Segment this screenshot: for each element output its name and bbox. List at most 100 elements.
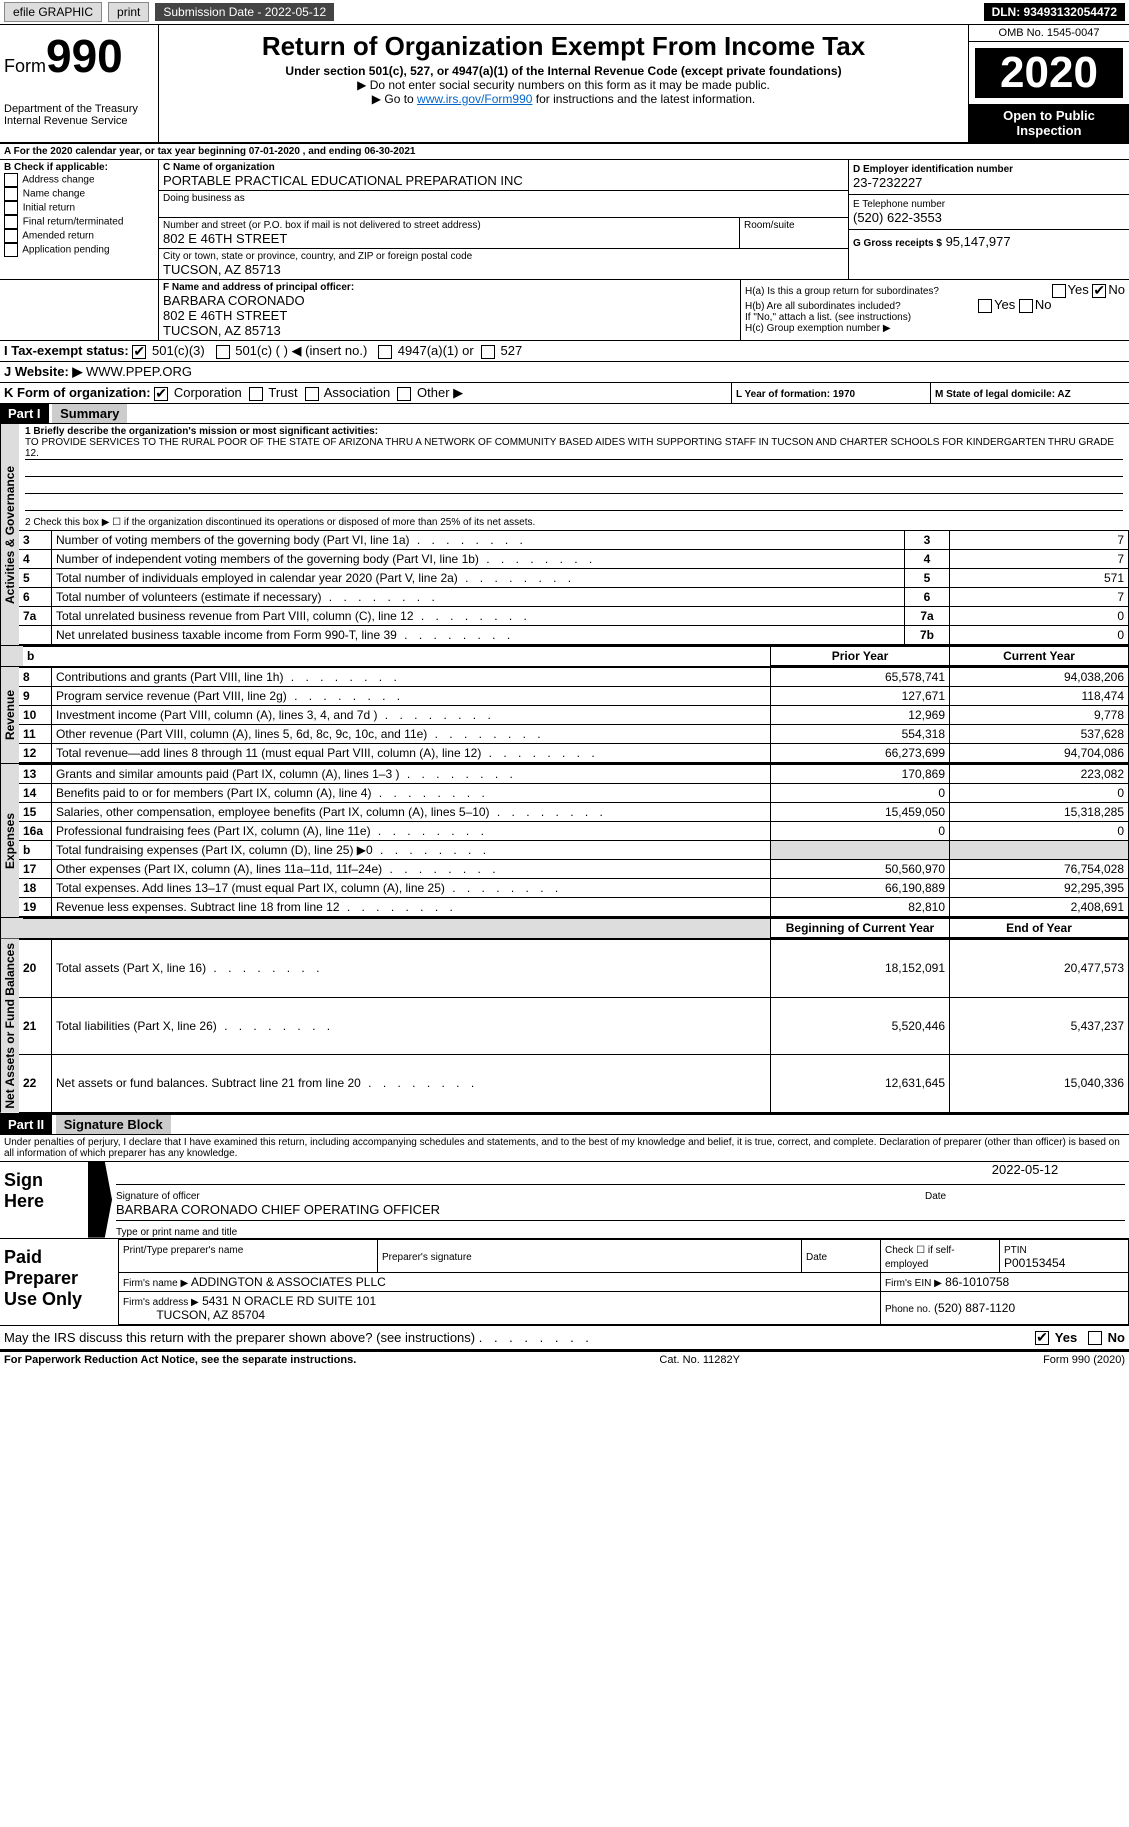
box-k-label: K Form of organization: — [4, 385, 151, 400]
k-corp-checkbox[interactable] — [154, 387, 168, 401]
k-assoc-checkbox[interactable] — [305, 387, 319, 401]
open-to-public: Open to Public Inspection — [969, 104, 1129, 142]
mission-text: TO PROVIDE SERVICES TO THE RURAL POOR OF… — [25, 437, 1123, 460]
website-value: WWW.PPEP.ORG — [86, 364, 192, 379]
omb-number: OMB No. 1545-0047 — [969, 25, 1129, 42]
sig-officer-label: Signature of officer — [116, 1191, 200, 1202]
dln-label: DLN: 93493132054472 — [984, 3, 1125, 21]
ein-value: 23-7232227 — [853, 175, 1125, 190]
top-bar: efile GRAPHIC print Submission Date - 20… — [0, 0, 1129, 25]
box-c-name-label: C Name of organization — [163, 162, 844, 173]
gross-receipts: 95,147,977 — [946, 234, 1011, 249]
ha-no-checkbox[interactable] — [1092, 284, 1106, 298]
h-c-label: H(c) Group exemption number ▶ — [745, 323, 1125, 334]
firm-phone: (520) 887-1120 — [934, 1301, 1015, 1315]
entity-block: B Check if applicable: Address change Na… — [0, 160, 1129, 280]
boxb-option: Application pending — [22, 245, 109, 256]
self-employed-label: Check ☐ if self-employed — [885, 1245, 955, 1270]
boxb-checkbox[interactable] — [4, 215, 18, 229]
note2-post: for instructions and the latest informat… — [532, 92, 755, 106]
box-d-label: D Employer identification number — [853, 164, 1125, 175]
part2-title: Signature Block — [56, 1115, 171, 1134]
vlabel-revenue: Revenue — [0, 667, 19, 763]
officer-print-name: BARBARA CORONADO CHIEF OPERATING OFFICER — [116, 1202, 1125, 1218]
line2-text: 2 Check this box ▶ ☐ if the organization… — [19, 515, 1129, 530]
col-prior: Prior Year — [771, 647, 950, 666]
boxb-checkbox[interactable] — [4, 229, 18, 243]
part1-title: Summary — [52, 404, 127, 423]
form-number: 990 — [46, 30, 123, 82]
i-527-checkbox[interactable] — [481, 345, 495, 359]
h-b-label: H(b) Are all subordinates included? — [745, 301, 901, 312]
org-city: TUCSON, AZ 85713 — [163, 262, 844, 277]
vlabel-governance: Activities & Governance — [0, 424, 19, 645]
box-l: L Year of formation: 1970 — [736, 389, 855, 400]
officer-name: BARBARA CORONADO — [163, 293, 736, 308]
col-begin: Beginning of Current Year — [771, 919, 950, 938]
boxb-option: Final return/terminated — [23, 217, 124, 228]
discuss-no-checkbox[interactable] — [1088, 1331, 1102, 1345]
firm-phone-label: Phone no. — [885, 1304, 931, 1315]
arrow-icon — [88, 1162, 112, 1238]
prep-sig-label: Preparer's signature — [382, 1252, 472, 1263]
org-address: 802 E 46TH STREET — [163, 231, 735, 246]
box-m: M State of legal domicile: AZ — [935, 389, 1071, 400]
col-end: End of Year — [950, 919, 1129, 938]
form-note1: ▶ Do not enter social security numbers o… — [163, 78, 964, 92]
boxb-checkbox[interactable] — [4, 173, 18, 187]
form-label: Form — [4, 56, 46, 76]
efile-label: efile GRAPHIC — [4, 2, 102, 22]
hb-no-checkbox[interactable] — [1019, 299, 1033, 313]
firm-addr-label: Firm's address ▶ — [123, 1297, 199, 1308]
boxb-checkbox[interactable] — [4, 243, 18, 257]
h-b-note: If "No," attach a list. (see instruction… — [745, 312, 1125, 323]
footer-right: Form 990 (2020) — [1043, 1354, 1125, 1366]
vlabel-netassets: Net Assets or Fund Balances — [0, 939, 19, 1113]
submission-date: Submission Date - 2022-05-12 — [155, 3, 334, 21]
boxb-option: Address change — [22, 175, 94, 186]
firm-ein-label: Firm's EIN ▶ — [885, 1278, 942, 1289]
perjury-declaration: Under penalties of perjury, I declare th… — [0, 1135, 1129, 1162]
box-e-label: E Telephone number — [853, 199, 1125, 210]
sig-date: 2022-05-12 — [925, 1162, 1125, 1182]
k-other-checkbox[interactable] — [397, 387, 411, 401]
tax-year: 2020 — [969, 42, 1129, 104]
officer-addr1: 802 E 46TH STREET — [163, 308, 736, 323]
footer-mid: Cat. No. 11282Y — [659, 1354, 740, 1366]
ptin-label: PTIN — [1004, 1245, 1027, 1256]
dept-label: Department of the Treasury — [4, 103, 154, 115]
k-trust-checkbox[interactable] — [249, 387, 263, 401]
ha-yes-checkbox[interactable] — [1052, 284, 1066, 298]
i-4947-checkbox[interactable] — [378, 345, 392, 359]
form-subtitle: Under section 501(c), 527, or 4947(a)(1)… — [163, 64, 964, 78]
box-b-label: B Check if applicable: — [4, 162, 154, 173]
box-f-label: F Name and address of principal officer: — [163, 282, 736, 293]
addr-label: Number and street (or P.O. box if mail i… — [163, 220, 735, 231]
col-current: Current Year — [950, 647, 1129, 666]
part1-header: Part I — [0, 404, 49, 423]
sign-here-label: Sign Here — [0, 1162, 88, 1238]
vlabel-expenses: Expenses — [0, 764, 19, 917]
part2-header: Part II — [0, 1115, 52, 1134]
firm-name: ADDINGTON & ASSOCIATES PLLC — [191, 1275, 386, 1289]
box-g-label: G Gross receipts $ — [853, 238, 942, 249]
discuss-yes-checkbox[interactable] — [1035, 1331, 1049, 1345]
box-j-label: J Website: ▶ — [4, 364, 82, 379]
print-button[interactable]: print — [108, 2, 149, 22]
firm-name-label: Firm's name ▶ — [123, 1278, 188, 1289]
hb-yes-checkbox[interactable] — [978, 299, 992, 313]
boxb-checkbox[interactable] — [4, 187, 18, 201]
i-501c3-checkbox[interactable] — [132, 345, 146, 359]
i-501c-checkbox[interactable] — [216, 345, 230, 359]
line1-label: 1 Briefly describe the organization's mi… — [25, 426, 1123, 437]
prep-name-label: Print/Type preparer's name — [123, 1245, 243, 1256]
boxb-checkbox[interactable] — [4, 201, 18, 215]
firm-city: TUCSON, AZ 85704 — [156, 1308, 265, 1322]
org-name: PORTABLE PRACTICAL EDUCATIONAL PREPARATI… — [163, 173, 844, 188]
officer-addr2: TUCSON, AZ 85713 — [163, 323, 736, 338]
paid-preparer-label: Paid Preparer Use Only — [0, 1239, 118, 1325]
irs-link[interactable]: www.irs.gov/Form990 — [417, 92, 532, 106]
period-line: A For the 2020 calendar year, or tax yea… — [0, 144, 1129, 159]
phone-value: (520) 622-3553 — [853, 210, 1125, 225]
city-label: City or town, state or province, country… — [163, 251, 844, 262]
